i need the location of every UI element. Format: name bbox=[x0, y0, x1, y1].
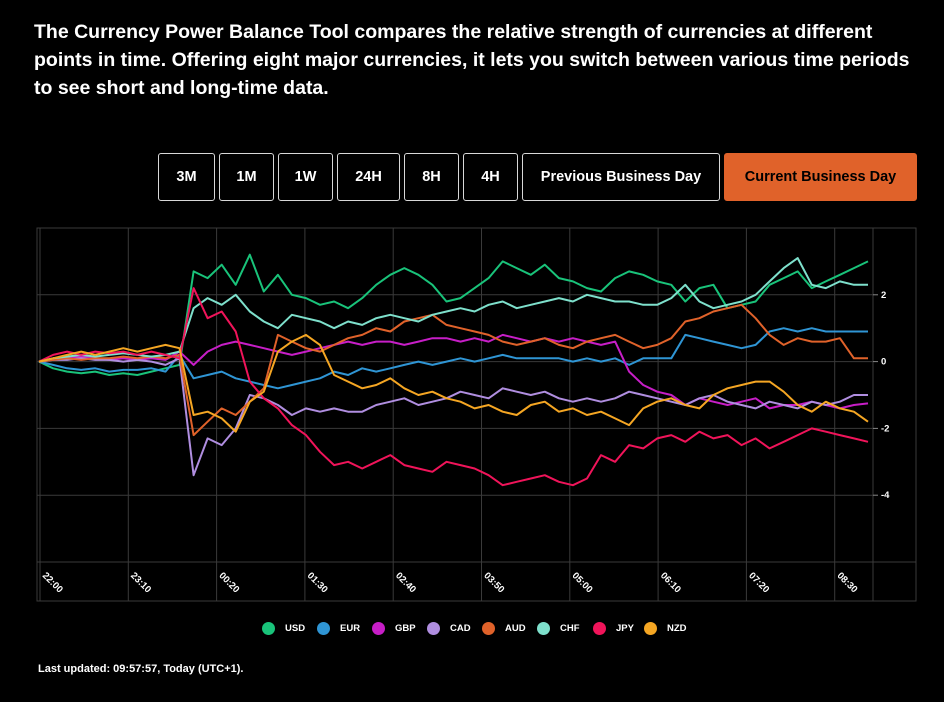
legend-marker-cad bbox=[427, 622, 440, 635]
legend-item-eur[interactable]: EUR bbox=[317, 622, 360, 635]
legend-marker-eur bbox=[317, 622, 330, 635]
x-tick-label: 05:00 bbox=[570, 570, 595, 595]
y-tick-label: -2 bbox=[881, 423, 889, 434]
period-1w-button[interactable]: 1W bbox=[278, 153, 333, 201]
period-8h-button[interactable]: 8H bbox=[404, 153, 459, 201]
x-tick-label: 03:50 bbox=[481, 570, 506, 595]
legend-marker-usd bbox=[262, 622, 275, 635]
series-line-usd bbox=[38, 253, 869, 376]
legend-label-aud: AUD bbox=[505, 623, 526, 634]
legend-item-jpy[interactable]: JPY bbox=[593, 622, 634, 635]
legend-item-aud[interactable]: AUD bbox=[482, 622, 526, 635]
x-tick-label: 01:30 bbox=[305, 570, 330, 595]
period-1m-button[interactable]: 1M bbox=[219, 153, 274, 201]
legend-label-usd: USD bbox=[285, 623, 306, 634]
legend-label-gbp: GBP bbox=[395, 623, 416, 634]
legend-marker-gbp bbox=[372, 622, 385, 635]
current-business-day-button[interactable]: Current Business Day bbox=[724, 153, 917, 201]
series-line-aud bbox=[38, 303, 868, 437]
x-tick-label: 07:20 bbox=[746, 570, 771, 595]
legend-item-nzd[interactable]: NZD bbox=[644, 622, 687, 635]
last-updated-text: Last updated: 09:57:57, Today (UTC+1). bbox=[38, 663, 244, 675]
series-line-cad bbox=[38, 357, 868, 477]
legend-label-nzd: NZD bbox=[667, 623, 687, 634]
y-tick-label: 2 bbox=[881, 290, 886, 301]
period-24h-button[interactable]: 24H bbox=[337, 153, 400, 201]
x-tick-label: 22:00 bbox=[40, 570, 65, 595]
legend-marker-chf bbox=[537, 622, 550, 635]
legend-item-chf[interactable]: CHF bbox=[537, 622, 580, 635]
legend-item-usd[interactable]: USD bbox=[262, 622, 305, 635]
legend-item-cad[interactable]: CAD bbox=[427, 622, 471, 635]
x-tick-label: 00:20 bbox=[216, 570, 241, 595]
period-3m-button[interactable]: 3M bbox=[158, 153, 215, 201]
legend-label-jpy: JPY bbox=[616, 623, 634, 634]
y-tick-label: -4 bbox=[881, 490, 890, 501]
series-line-jpy bbox=[38, 287, 869, 487]
x-tick-label: 06:10 bbox=[658, 570, 683, 595]
series-line-nzd bbox=[38, 333, 869, 433]
intro-text: The Currency Power Balance Tool compares… bbox=[34, 21, 910, 99]
period-4h-button[interactable]: 4H bbox=[463, 153, 518, 201]
previous-business-day-button[interactable]: Previous Business Day bbox=[522, 153, 720, 201]
legend-label-eur: EUR bbox=[340, 623, 361, 634]
y-tick-label: 0 bbox=[881, 357, 886, 368]
legend-marker-nzd bbox=[644, 622, 657, 635]
plot-frame bbox=[36, 227, 917, 602]
legend-label-cad: CAD bbox=[450, 623, 471, 634]
legend-marker-jpy bbox=[593, 622, 606, 635]
x-tick-label: 08:30 bbox=[835, 570, 860, 595]
x-tick-label: 23:10 bbox=[128, 570, 153, 595]
legend-marker-aud bbox=[482, 622, 495, 635]
x-tick-label: 02:40 bbox=[393, 570, 418, 595]
legend-item-gbp[interactable]: GBP bbox=[372, 622, 416, 635]
legend-label-chf: CHF bbox=[560, 623, 580, 634]
series-line-chf bbox=[38, 257, 868, 363]
